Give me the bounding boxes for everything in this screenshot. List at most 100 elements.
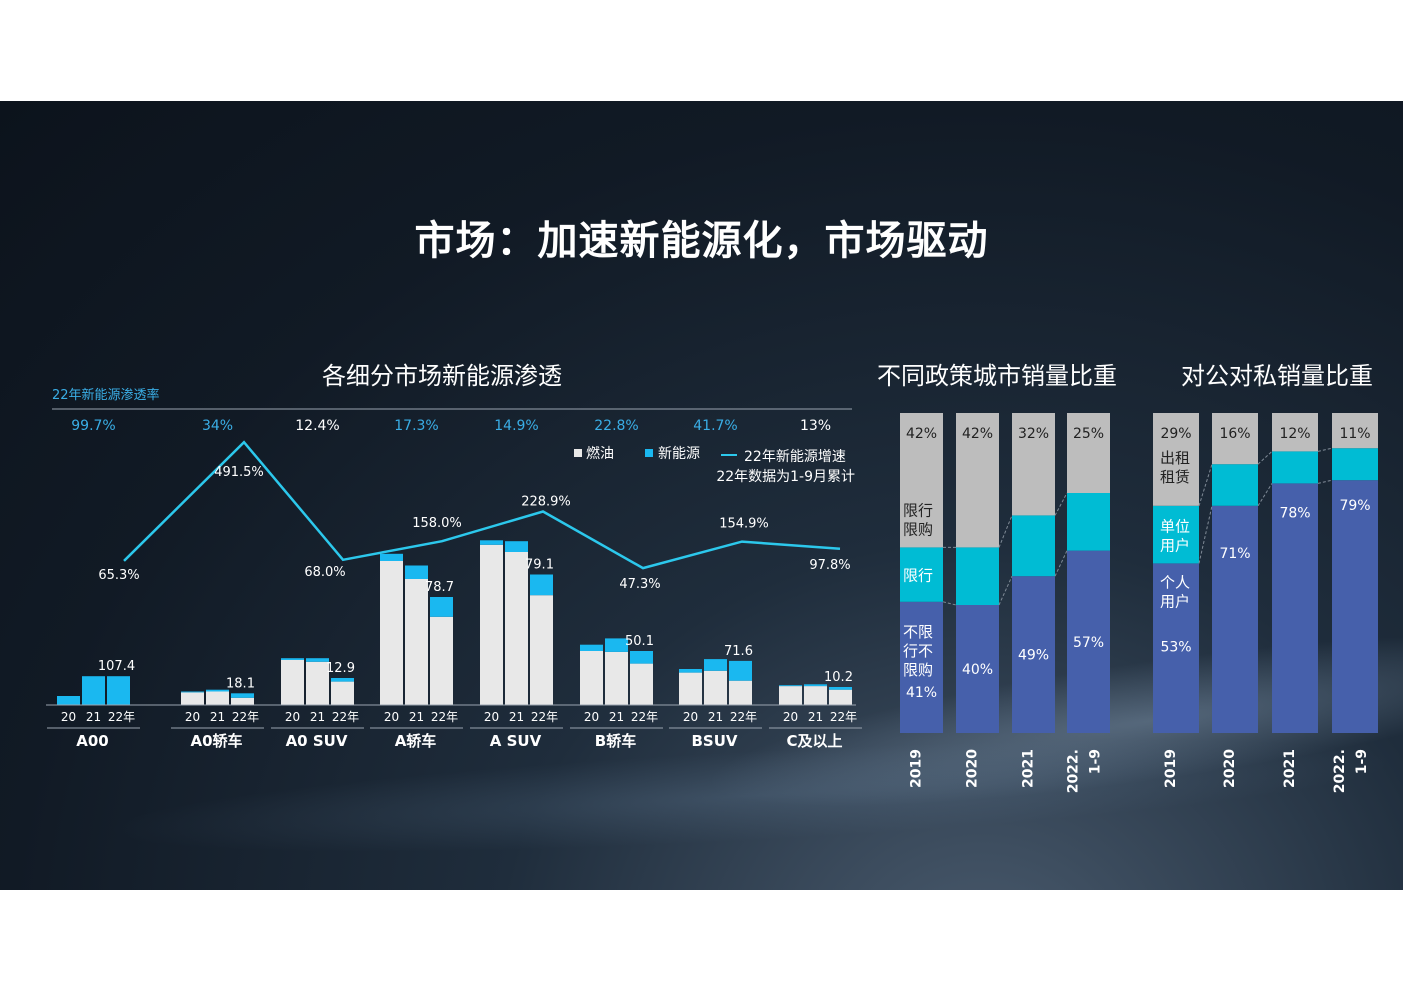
segment-value-label: 25%	[1073, 426, 1104, 442]
bar-fuel	[281, 660, 304, 705]
category-label: A SUV	[490, 732, 542, 750]
stack-segment	[1067, 550, 1110, 733]
year-tick-label: 22年	[332, 710, 359, 724]
stack-segment	[1012, 413, 1055, 516]
bar-nev	[430, 597, 453, 617]
charts-canvas: 各细分市场新能源渗透 22年新能源渗透率 99.7% 34% 12.4% 17.3% 14.…	[46, 362, 1378, 793]
stack-segment	[1272, 483, 1318, 733]
stack-segment	[1332, 480, 1378, 733]
growth-label: 68.0%	[304, 565, 345, 580]
segment-name-label: 租赁	[1160, 468, 1190, 486]
stack-segment	[900, 601, 943, 733]
legend-line-label: 22年新能源增速	[744, 449, 846, 465]
segment-name-label: 限行	[903, 567, 933, 585]
segment-value-label: 41%	[906, 685, 937, 701]
year-tick-label: 20	[285, 710, 300, 724]
slide-background: 市场：加速新能源化，市场驱动 各细分市场新能源渗透 22年新能源渗透率 99.7% 3…	[0, 101, 1403, 890]
stack-segment	[1153, 413, 1199, 506]
bar-fuel	[630, 663, 653, 705]
connector-line	[1198, 505, 1213, 564]
bar-nev	[57, 696, 80, 705]
x-tick-label: 1-9	[1354, 749, 1370, 774]
stack-segment	[1332, 448, 1378, 481]
x-tick-label: 2020	[965, 749, 981, 788]
year-tick-label: 21	[808, 710, 823, 724]
segment-name-label: 行不	[903, 642, 933, 660]
bar-nev	[281, 658, 304, 660]
segment-name-label: 单位	[1160, 518, 1190, 536]
bar-value-label: 10.2	[824, 670, 853, 685]
bar-fuel	[380, 561, 403, 705]
x-tick-label: 2019	[1163, 749, 1179, 788]
bar-nev	[331, 678, 354, 682]
penetration-value: 17.3%	[394, 418, 438, 434]
bar-nev	[530, 574, 553, 596]
chart-note: 22年数据为1-9月累计	[716, 469, 855, 485]
connector-line	[998, 515, 1013, 548]
year-tick-label: 22年	[108, 710, 135, 724]
segment-value-label: 11%	[1339, 426, 1370, 442]
bar-nev	[580, 644, 603, 651]
penetration-value: 13%	[800, 418, 831, 434]
stack-segment	[1272, 413, 1318, 452]
year-tick-label: 20	[584, 710, 599, 724]
year-tick-label: 20	[683, 710, 698, 724]
stack-segment	[1332, 413, 1378, 449]
connector-line	[1054, 492, 1068, 516]
stack-segment	[1067, 413, 1110, 493]
segment-name-label: 限购	[903, 520, 933, 538]
bar-nev	[804, 684, 827, 687]
penetration-value: 41.7%	[693, 418, 737, 434]
category-label: A0 SUV	[286, 732, 348, 750]
segment-name-label: 用户	[1160, 592, 1190, 610]
bar-nev	[505, 541, 528, 552]
bar-fuel	[405, 579, 428, 705]
bar-fuel	[804, 686, 827, 705]
bar-fuel	[231, 697, 254, 705]
connector-line	[942, 601, 957, 606]
penetration-label: 22年新能源渗透率	[52, 387, 160, 403]
connector-line	[1198, 464, 1213, 506]
segment-name-label: 限购	[903, 661, 933, 679]
category-label: BSUV	[691, 732, 737, 750]
segment-value-label: 12%	[1279, 426, 1310, 442]
year-tick-label: 20	[783, 710, 798, 724]
bar-nev	[231, 693, 254, 698]
bar-nev	[605, 638, 628, 652]
bar-nev	[704, 659, 727, 671]
segment-value-label: 78%	[1279, 505, 1310, 521]
x-tick-label: 2021	[1021, 749, 1037, 788]
year-tick-label: 22年	[830, 710, 857, 724]
bar-fuel	[181, 692, 204, 705]
year-tick-label: 21	[210, 710, 225, 724]
growth-line	[123, 440, 841, 570]
penetration-value: 99.7%	[71, 418, 115, 434]
segment-name-label: 出租	[1160, 449, 1190, 467]
x-tick-label: 2019	[909, 749, 925, 788]
chart-title: 各细分市场新能源渗透	[322, 362, 562, 390]
growth-label: 97.8%	[809, 558, 850, 573]
x-tick-label: 1-9	[1088, 749, 1104, 774]
bar-nev	[630, 651, 653, 664]
connector-line	[1317, 447, 1333, 452]
bar-value-label: 107.4	[98, 659, 135, 674]
stack-segment	[1067, 493, 1110, 551]
segment-value-label: 42%	[962, 426, 993, 442]
connector-line	[998, 575, 1013, 606]
year-tick-label: 22年	[631, 710, 658, 724]
bar-nev	[380, 553, 403, 561]
year-tick-label: 21	[409, 710, 424, 724]
legend-nev-swatch	[645, 449, 653, 457]
bar-nev	[679, 669, 702, 673]
bar-fuel	[729, 680, 752, 705]
penetration-value: 14.9%	[494, 418, 538, 434]
bar-nev	[729, 660, 752, 681]
bar-fuel	[829, 689, 852, 705]
growth-label: 228.9%	[521, 494, 571, 509]
chart-title: 不同政策城市销量比重	[877, 362, 1117, 390]
bar-value-label: 71.6	[724, 644, 753, 659]
year-tick-label: 22年	[531, 710, 558, 724]
segment-value-label: 16%	[1219, 426, 1250, 442]
bar-fuel	[430, 616, 453, 705]
segment-value-label: 79%	[1339, 498, 1370, 514]
